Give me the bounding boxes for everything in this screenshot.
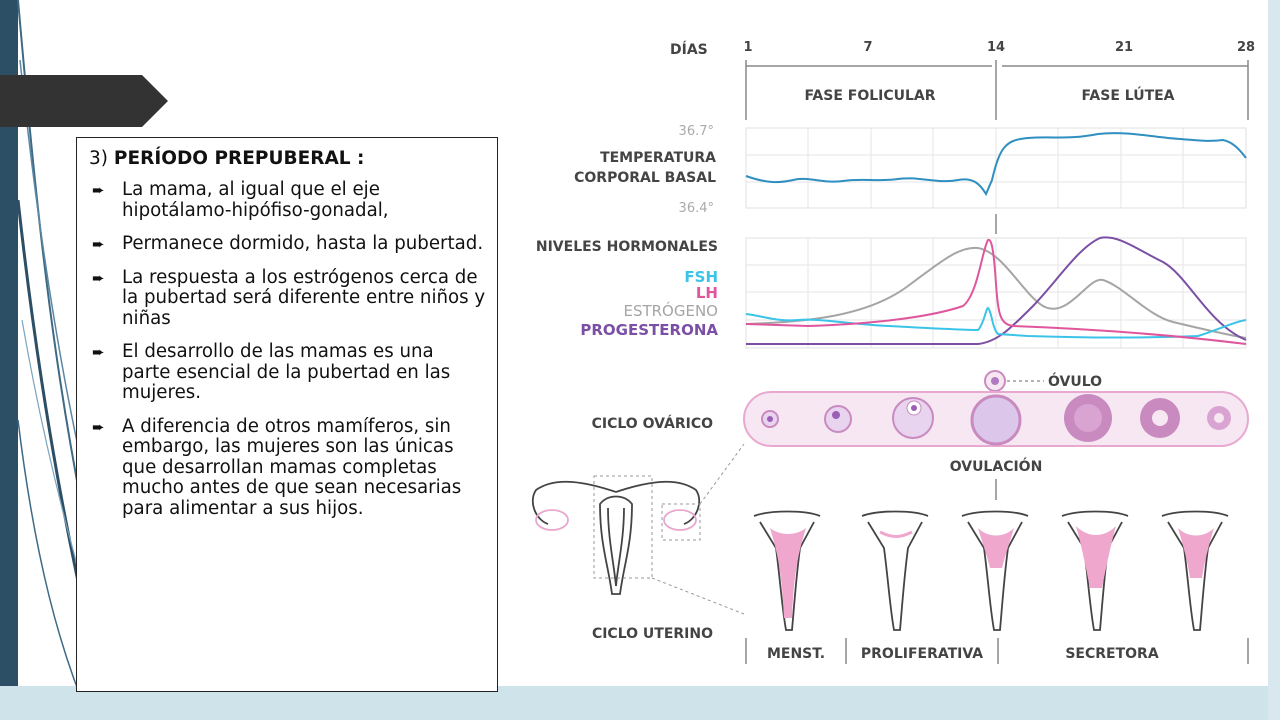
day-tick: 21 [1115, 40, 1133, 55]
lh-line [745, 238, 1247, 345]
follicle-icon [892, 397, 934, 439]
bullet-item: ➨ La mama, al igual que el eje hipotálamo… [89, 180, 487, 221]
uterus-stage-icon [1161, 510, 1229, 631]
bullet-text: La respuesta a los estrógenos cerca de l… [122, 266, 486, 329]
arrow-right-icon: ➨ [92, 417, 105, 436]
day-tick: 1 [743, 40, 752, 55]
bullet-item: ➨ El desarrollo de las mamas es una parte… [89, 341, 487, 404]
ovulation-label: OVULACIÓN [950, 457, 1043, 475]
uterus-stage-icon [961, 510, 1029, 631]
follicle-icon [824, 405, 852, 433]
bullet-text: Permanece dormido, hasta la pubertad. [122, 233, 484, 255]
zoom-line [699, 443, 745, 505]
menst-label: MENST. [767, 646, 825, 662]
uterine-stages [753, 510, 1229, 631]
phase-luteal: FASE LÚTEA [1081, 86, 1174, 104]
heading-title: PERÍODO PREPUBERAL : [113, 148, 365, 169]
bullet-list: ➨ La mama, al igual que el eje hipotálamo… [89, 180, 487, 519]
temp-label-1: TEMPERATURA [600, 150, 716, 166]
legend-fsh: FSH [684, 268, 718, 286]
legend-lh: LH [696, 284, 718, 302]
arrow-right-icon: ➨ [92, 235, 105, 254]
menstrual-cycle-diagram: DÍAS 1 7 14 21 28 FASE FOLICULAR FASE LÚ… [508, 24, 1268, 686]
temp-low-label: 36.4° [679, 201, 714, 216]
arrow-right-icon: ➨ [92, 268, 105, 287]
dias-label: DÍAS [670, 41, 708, 58]
follicle-stages [761, 394, 1231, 446]
slide-heading: 3) PERÍODO PREPUBERAL : [89, 148, 487, 170]
bullet-item: ➨ A diferencia de otros mamíferos, sin em… [89, 415, 487, 520]
uterus-anatomy-icon [531, 480, 701, 595]
uterine-cycle-label: CICLO UTERINO [592, 626, 713, 642]
temp-label-2: CORPORAL BASAL [574, 170, 716, 186]
follicle-icon [970, 394, 1022, 446]
uterine-phase-bracket [745, 638, 1249, 664]
title-tab [0, 75, 168, 127]
day-tick: 14 [987, 40, 1005, 55]
uterus-stage-icon [753, 510, 821, 631]
temp-high-label: 36.7° [679, 124, 714, 139]
zoom-line [651, 577, 745, 615]
ovulo-label: ÓVULO [1048, 372, 1102, 390]
temperature-line [745, 132, 1247, 197]
phase-bracket [745, 60, 1249, 120]
secretory-label: SECRETORA [1065, 646, 1158, 662]
zoom-box [661, 503, 701, 541]
progesterone-line [746, 236, 1247, 345]
phase-follicular: FASE FOLICULAR [804, 88, 935, 104]
legend-progesterone: PROGESTERONA [580, 321, 718, 339]
bullet-text: El desarrollo de las mamas es una parte … [122, 341, 451, 404]
bullet-text: La mama, al igual que el eje hipotálamo-… [122, 179, 389, 221]
uterus-stage-icon [1061, 510, 1129, 631]
ovarian-cycle-label: CICLO OVÁRICO [592, 415, 713, 432]
legend-estrogen: ESTRÓGENO [623, 301, 718, 320]
bullet-item: ➨ La respuesta a los estrógenos cerca de … [89, 266, 487, 330]
arrow-right-icon: ➨ [92, 343, 105, 362]
estrogen-line [745, 246, 1247, 339]
heading-number: 3) [89, 148, 108, 169]
arrow-right-icon: ➨ [92, 181, 105, 200]
ovum-nucleus-icon [991, 377, 999, 385]
cycle-svg: DÍAS 1 7 14 21 28 FASE FOLICULAR FASE LÚ… [531, 40, 1255, 664]
right-band [1268, 0, 1280, 720]
day-tick: 28 [1237, 40, 1255, 55]
uterus-stage-icon [861, 510, 929, 631]
text-box: 3) PERÍODO PREPUBERAL : ➨ La mama, al igu… [76, 137, 498, 692]
day-tick: 7 [863, 40, 872, 55]
proliferative-label: PROLIFERATIVA [861, 646, 983, 662]
bullet-text: A diferencia de otros mamíferos, sin emb… [122, 415, 462, 519]
bullet-item: ➨ Permanece dormido, hasta la pubertad. [89, 233, 487, 255]
zoom-box [593, 475, 653, 579]
hormones-label: NIVELES HORMONALES [536, 239, 718, 255]
